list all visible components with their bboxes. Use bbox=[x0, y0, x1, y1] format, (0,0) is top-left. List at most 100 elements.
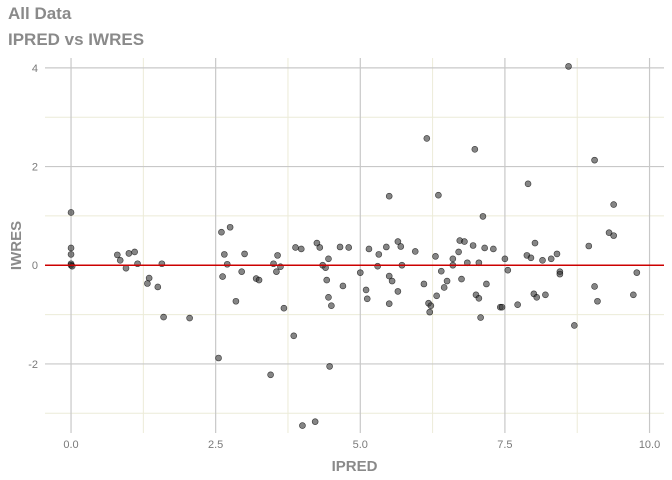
data-point bbox=[490, 245, 497, 253]
data-point bbox=[383, 243, 390, 251]
chart-subtitle: IPRED vs IWRES bbox=[8, 30, 145, 49]
data-point bbox=[345, 244, 353, 251]
x-tick-label: 5.0 bbox=[353, 439, 368, 451]
data-point bbox=[292, 244, 299, 251]
data-point bbox=[432, 253, 439, 260]
data-points bbox=[67, 63, 641, 429]
data-point bbox=[437, 267, 445, 275]
data-point bbox=[125, 250, 133, 257]
data-point bbox=[122, 264, 130, 272]
data-point bbox=[630, 291, 637, 299]
data-point bbox=[394, 288, 402, 295]
data-point bbox=[68, 262, 76, 270]
data-point bbox=[427, 302, 435, 309]
data-point bbox=[475, 294, 483, 302]
x-axis-label: IPRED bbox=[332, 458, 378, 475]
data-point bbox=[458, 275, 465, 283]
data-point bbox=[131, 248, 138, 256]
data-point bbox=[215, 354, 222, 362]
data-point bbox=[498, 303, 506, 311]
data-point bbox=[154, 283, 162, 291]
y-axis-ticks: -2 0 2 4 bbox=[28, 63, 38, 371]
data-point bbox=[297, 245, 305, 253]
data-point bbox=[533, 294, 541, 301]
data-point bbox=[325, 294, 332, 301]
data-point bbox=[542, 291, 549, 299]
data-point bbox=[385, 300, 393, 308]
data-point bbox=[531, 239, 539, 247]
x-axis-ticks: 0.0 2.5 5.0 7.5 10.0 bbox=[63, 439, 660, 451]
data-point bbox=[461, 238, 468, 245]
chart-title: All Data bbox=[8, 4, 72, 23]
data-point bbox=[223, 260, 231, 268]
data-point bbox=[553, 250, 561, 258]
data-point bbox=[311, 418, 319, 425]
data-point bbox=[325, 255, 332, 263]
data-point bbox=[411, 248, 419, 255]
data-point bbox=[571, 322, 578, 329]
data-point bbox=[527, 254, 535, 262]
data-point bbox=[524, 180, 532, 188]
minor-grid bbox=[45, 58, 664, 433]
data-point bbox=[539, 257, 546, 264]
data-point bbox=[556, 270, 564, 278]
data-point bbox=[218, 228, 225, 236]
data-point bbox=[504, 266, 512, 274]
data-point bbox=[374, 262, 381, 270]
data-point bbox=[144, 280, 151, 287]
data-point bbox=[477, 314, 484, 321]
y-tick-label: -2 bbox=[28, 359, 38, 371]
data-point bbox=[375, 251, 383, 258]
data-point bbox=[145, 274, 153, 282]
data-point bbox=[255, 276, 263, 284]
data-point bbox=[426, 308, 434, 316]
data-point bbox=[241, 250, 248, 258]
data-point bbox=[328, 302, 335, 309]
data-point bbox=[394, 238, 402, 245]
y-tick-label: 4 bbox=[32, 63, 38, 75]
data-point bbox=[290, 332, 298, 340]
data-point bbox=[585, 242, 593, 250]
data-point bbox=[363, 295, 371, 303]
data-point bbox=[339, 282, 347, 290]
data-point bbox=[483, 280, 490, 288]
y-tick-label: 2 bbox=[32, 162, 38, 174]
data-point bbox=[547, 255, 555, 263]
data-point bbox=[267, 371, 274, 379]
x-tick-label: 0.0 bbox=[63, 439, 78, 451]
data-point bbox=[440, 284, 448, 291]
data-point bbox=[514, 301, 521, 309]
data-point bbox=[67, 244, 75, 252]
plot-panel bbox=[45, 58, 664, 433]
x-tick-label: 2.5 bbox=[208, 439, 223, 451]
data-point bbox=[356, 269, 364, 276]
y-axis-label: IWRES bbox=[8, 221, 25, 270]
data-point bbox=[471, 145, 479, 153]
data-point bbox=[423, 135, 431, 142]
data-point bbox=[114, 251, 121, 259]
data-point bbox=[469, 242, 477, 249]
data-point bbox=[67, 209, 75, 216]
x-tick-label: 7.5 bbox=[497, 439, 512, 451]
data-point bbox=[274, 252, 281, 259]
data-point bbox=[362, 286, 370, 294]
data-point bbox=[501, 255, 509, 263]
data-point bbox=[388, 277, 396, 285]
data-point bbox=[326, 363, 333, 370]
data-point bbox=[594, 297, 601, 305]
data-point bbox=[435, 191, 442, 199]
data-point bbox=[385, 272, 393, 280]
data-point bbox=[433, 292, 440, 300]
data-point bbox=[160, 313, 167, 321]
data-point bbox=[633, 269, 641, 276]
data-point bbox=[610, 232, 617, 239]
data-point bbox=[479, 213, 487, 220]
data-point bbox=[280, 304, 288, 312]
data-point bbox=[238, 268, 245, 275]
data-point bbox=[420, 280, 428, 288]
data-point bbox=[226, 223, 234, 231]
data-point bbox=[591, 283, 598, 290]
data-point bbox=[336, 243, 344, 251]
data-point bbox=[591, 156, 598, 164]
data-point bbox=[221, 251, 228, 258]
